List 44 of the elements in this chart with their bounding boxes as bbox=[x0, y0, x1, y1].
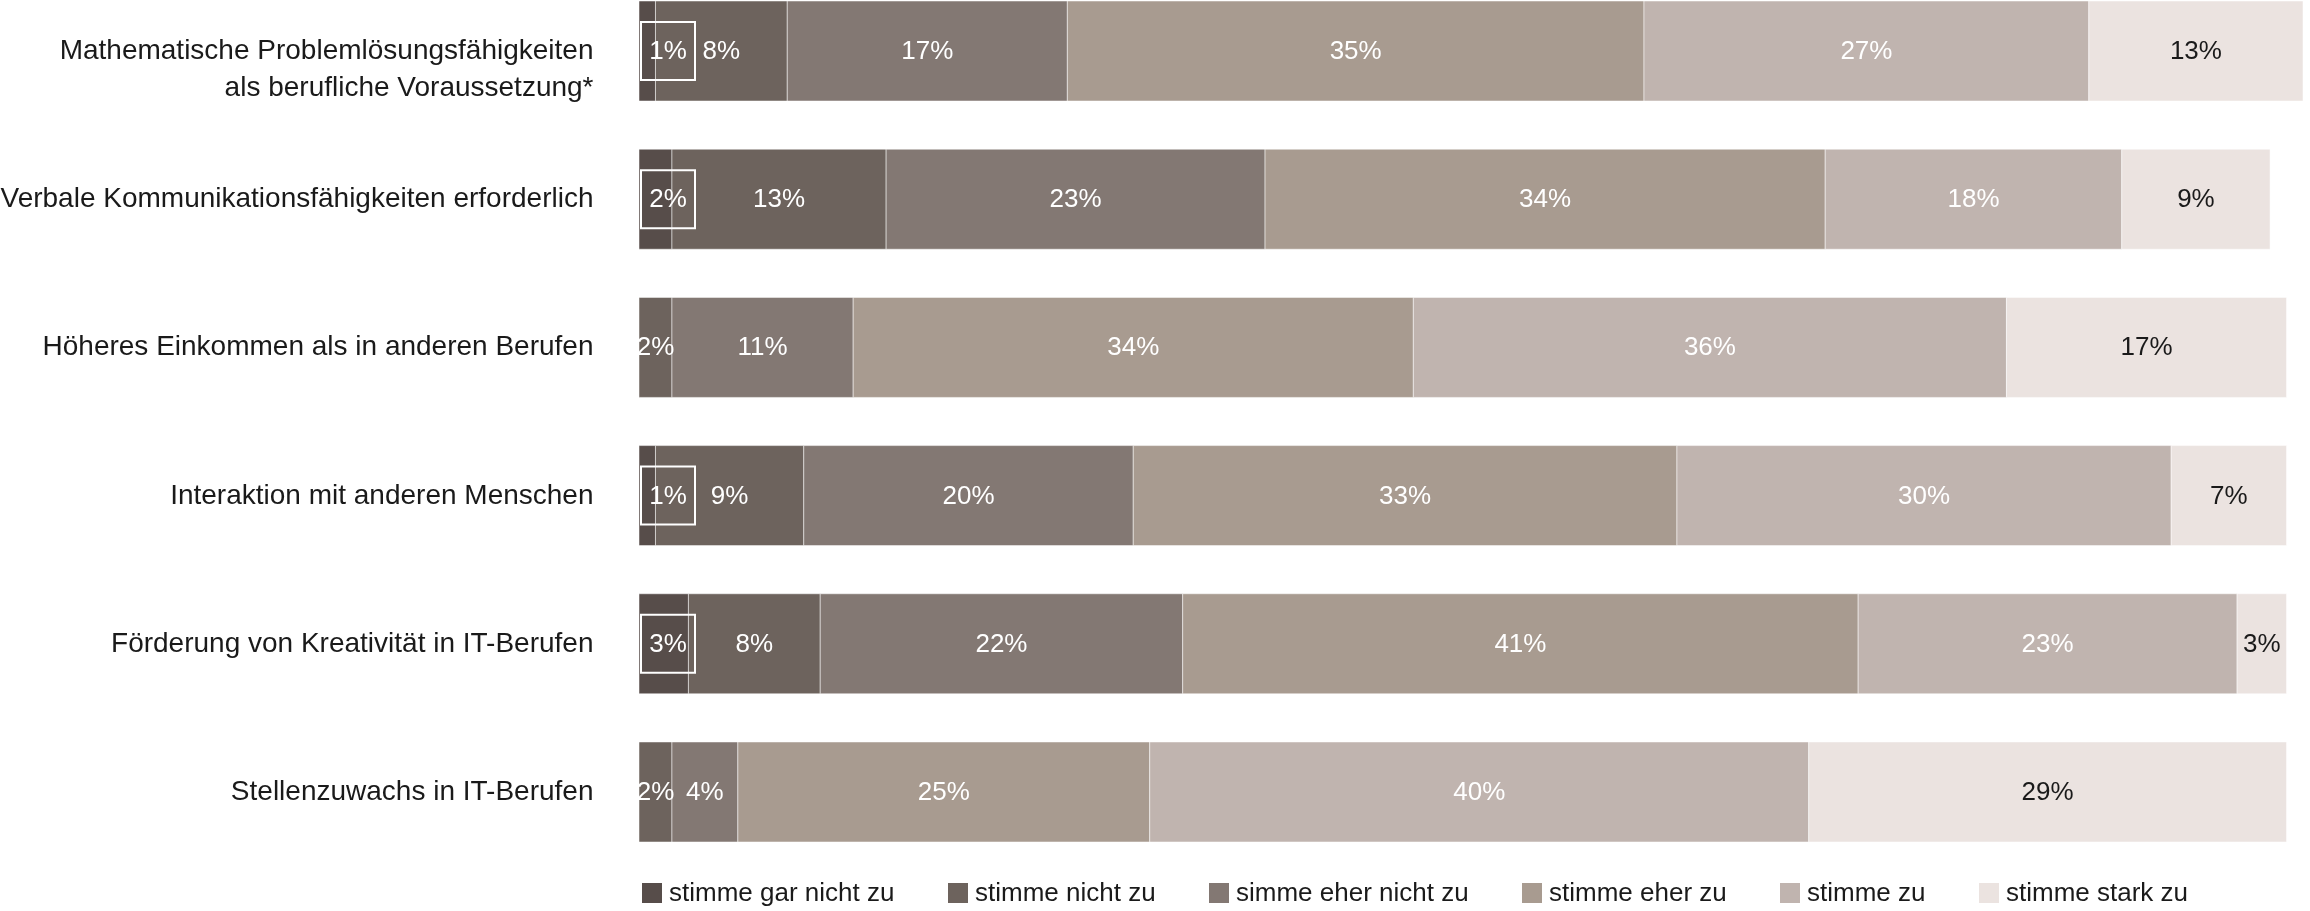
data-label: 13% bbox=[2169, 35, 2222, 66]
data-label: 13% bbox=[753, 183, 806, 214]
legend-label: stimme eher zu bbox=[1549, 877, 1727, 907]
data-label: 34% bbox=[1107, 331, 1160, 362]
data-label: 20% bbox=[942, 479, 995, 510]
data-label: 2% bbox=[636, 775, 675, 806]
data-label: 29% bbox=[2021, 775, 2074, 806]
data-label: 2% bbox=[636, 331, 675, 362]
legend-label: stimme nicht zu bbox=[975, 877, 1156, 907]
data-label: 33% bbox=[1379, 479, 1432, 510]
y-tick-label: Stellenzuwachs in IT-Berufen bbox=[230, 774, 594, 806]
legend-label: simme eher nicht zu bbox=[1236, 877, 1469, 907]
data-label: 3% bbox=[649, 627, 687, 658]
data-label: 34% bbox=[1519, 183, 1572, 214]
y-tick-label: Interaktion mit anderen Menschen bbox=[170, 478, 594, 510]
data-label: 9% bbox=[2177, 183, 2215, 214]
y-tick-label: Höheres Einkommen als in anderen Berufen bbox=[42, 330, 594, 362]
data-label: 27% bbox=[1840, 35, 1893, 66]
data-label: 23% bbox=[2021, 627, 2074, 658]
y-tick-label: Verbale Kommunikationsfähigkeiten erforderlich bbox=[0, 182, 594, 214]
data-label: 41% bbox=[1494, 627, 1547, 658]
data-label: 22% bbox=[975, 627, 1028, 658]
y-tick-label: Förderung von Kreativität in IT-Berufen bbox=[111, 626, 594, 658]
data-label: 17% bbox=[901, 35, 954, 66]
legend-label: stimme zu bbox=[1807, 877, 1926, 907]
data-label: 40% bbox=[1453, 775, 1506, 806]
data-label: 9% bbox=[710, 479, 749, 510]
data-label: 18% bbox=[1947, 183, 2000, 214]
data-label: 3% bbox=[2243, 627, 2281, 658]
data-label: 17% bbox=[2120, 331, 2173, 362]
legend-label: stimme gar nicht zu bbox=[669, 877, 895, 907]
data-label: 4% bbox=[686, 775, 724, 806]
data-label: 8% bbox=[702, 35, 741, 66]
data-label: 8% bbox=[735, 627, 774, 658]
data-label: 23% bbox=[1049, 183, 1102, 214]
data-label: 35% bbox=[1329, 35, 1382, 66]
data-label: 7% bbox=[2210, 479, 2248, 510]
data-label: 25% bbox=[917, 775, 970, 806]
y-tick-label: Mathematische Problemlösungsfähigkeiten als berufliche Voraussetzung* bbox=[59, 34, 594, 103]
data-label: 2% bbox=[649, 183, 687, 214]
data-label: 36% bbox=[1683, 331, 1736, 362]
legend-label: stimme stark zu bbox=[2006, 877, 2189, 907]
data-label: 30% bbox=[1898, 479, 1951, 510]
data-label: 11% bbox=[737, 331, 788, 362]
